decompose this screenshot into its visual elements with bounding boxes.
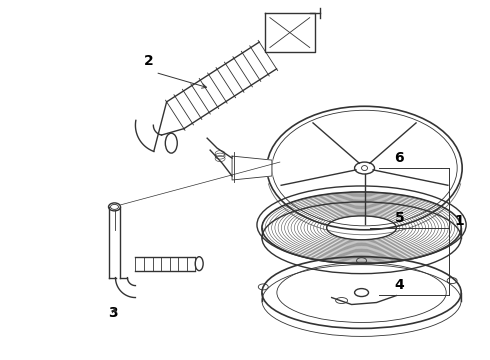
Polygon shape [232,156,272,180]
Text: 6: 6 [394,151,404,165]
Text: 4: 4 [394,278,404,292]
Text: 1: 1 [454,214,464,228]
Text: 3: 3 [108,306,117,320]
Text: 5: 5 [394,211,404,225]
Text: 2: 2 [144,54,153,68]
